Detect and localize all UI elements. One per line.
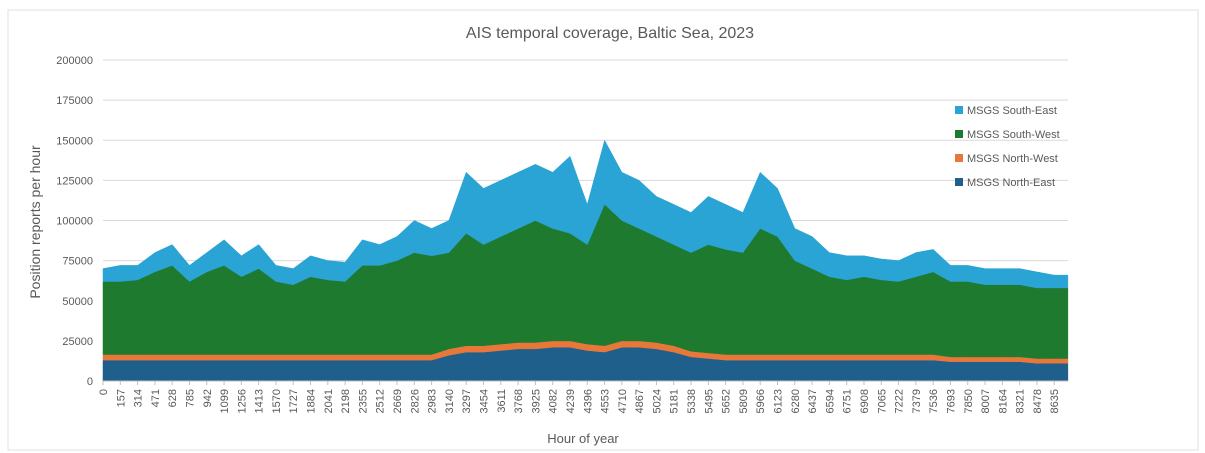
x-tick-label: 1727 (288, 389, 300, 413)
legend-label: MSGS South-East (967, 105, 1057, 117)
x-tick-label: 4396 (582, 389, 594, 413)
x-tick-label: 7222 (894, 389, 906, 413)
legend-label: MSGS South-West (967, 129, 1060, 141)
x-tick-label: 7065 (876, 389, 888, 413)
x-tick-label: 314 (133, 389, 145, 407)
x-tick-label: 0 (98, 389, 110, 395)
x-tick-label: 7536 (928, 389, 940, 413)
area (102, 139, 1069, 289)
x-tick-label: 8007 (980, 389, 992, 413)
x-tick-label: 2041 (323, 389, 335, 413)
legend-swatch (955, 106, 963, 114)
legend-swatch (955, 178, 963, 186)
y-tick-label: 200000 (56, 55, 93, 67)
y-tick-label: 150000 (56, 135, 93, 147)
x-tick-label: 6123 (773, 389, 785, 413)
x-tick-label: 2512 (375, 389, 387, 413)
x-tick-label: 7379 (911, 389, 923, 413)
x-tick-label: 8164 (997, 389, 1009, 413)
x-tick-label: 3768 (513, 389, 525, 413)
x-tick-label: 2669 (392, 389, 404, 413)
x-tick-label: 3925 (530, 389, 542, 413)
x-tick-label: 6437 (807, 389, 819, 413)
x-tick-label: 1884 (306, 389, 318, 413)
x-tick-label: 4867 (634, 389, 646, 413)
y-tick-label: 0 (87, 376, 93, 388)
x-tick-label: 2983 (427, 389, 439, 413)
y-tick-label: 125000 (56, 175, 93, 187)
x-tick-label: 1570 (271, 389, 283, 413)
x-tick-label: 3140 (444, 389, 456, 413)
x-tick-label: 4082 (548, 389, 560, 413)
y-tick-label: 25000 (62, 336, 93, 348)
y-tick-label: 50000 (62, 296, 93, 308)
x-tick-label: 1099 (219, 389, 231, 413)
x-tick-label: 6594 (824, 389, 836, 413)
x-tick-label: 5181 (669, 389, 681, 413)
legend-swatch (955, 154, 963, 162)
x-tick-label: 5966 (755, 389, 767, 413)
x-tick-label: 4553 (600, 389, 612, 413)
x-tick-label: 5809 (738, 389, 750, 413)
x-tick-label: 4710 (617, 389, 629, 413)
legend-label: MSGS North-East (967, 177, 1055, 189)
x-tick-label: 4239 (565, 389, 577, 413)
y-axis-label: Position reports per hour (27, 145, 43, 299)
x-tick-label: 2355 (357, 389, 369, 413)
x-tick-label: 7693 (945, 389, 957, 413)
x-tick-label: 3454 (478, 389, 490, 413)
x-tick-label: 5495 (703, 389, 715, 413)
x-tick-label: 471 (150, 389, 162, 407)
legend-label: MSGS North-West (967, 153, 1058, 165)
x-tick-label: 3297 (461, 389, 473, 413)
x-tick-label: 3611 (496, 389, 508, 413)
x-tick-label: 1413 (254, 389, 266, 413)
x-tick-label: 942 (202, 389, 214, 407)
x-tick-label: 7850 (963, 389, 975, 413)
x-tick-label: 8321 (1015, 389, 1027, 413)
legend-swatch (955, 130, 963, 138)
x-tick-label: 6280 (790, 389, 802, 413)
x-tick-label: 8478 (1032, 389, 1044, 413)
x-tick-label: 785 (184, 389, 196, 407)
x-tick-label: 5652 (721, 389, 733, 413)
x-tick-label: 5024 (651, 389, 663, 413)
x-tick-label: 628 (167, 389, 179, 407)
x-tick-label: 2198 (340, 389, 352, 413)
x-tick-label: 6751 (842, 389, 854, 413)
x-tick-label: 5338 (686, 389, 698, 413)
y-tick-label: 175000 (56, 95, 93, 107)
x-tick-label: 1256 (236, 389, 248, 413)
x-tick-label: 2826 (409, 389, 421, 413)
x-axis-label: Hour of year (547, 431, 619, 446)
y-tick-label: 75000 (62, 256, 93, 268)
y-tick-label: 100000 (56, 216, 93, 228)
x-tick-label: 157 (115, 389, 127, 407)
chart-title: AIS temporal coverage, Baltic Sea, 2023 (466, 25, 754, 42)
x-tick-label: 6908 (859, 389, 871, 413)
x-tick-label: 8635 (1049, 389, 1061, 413)
